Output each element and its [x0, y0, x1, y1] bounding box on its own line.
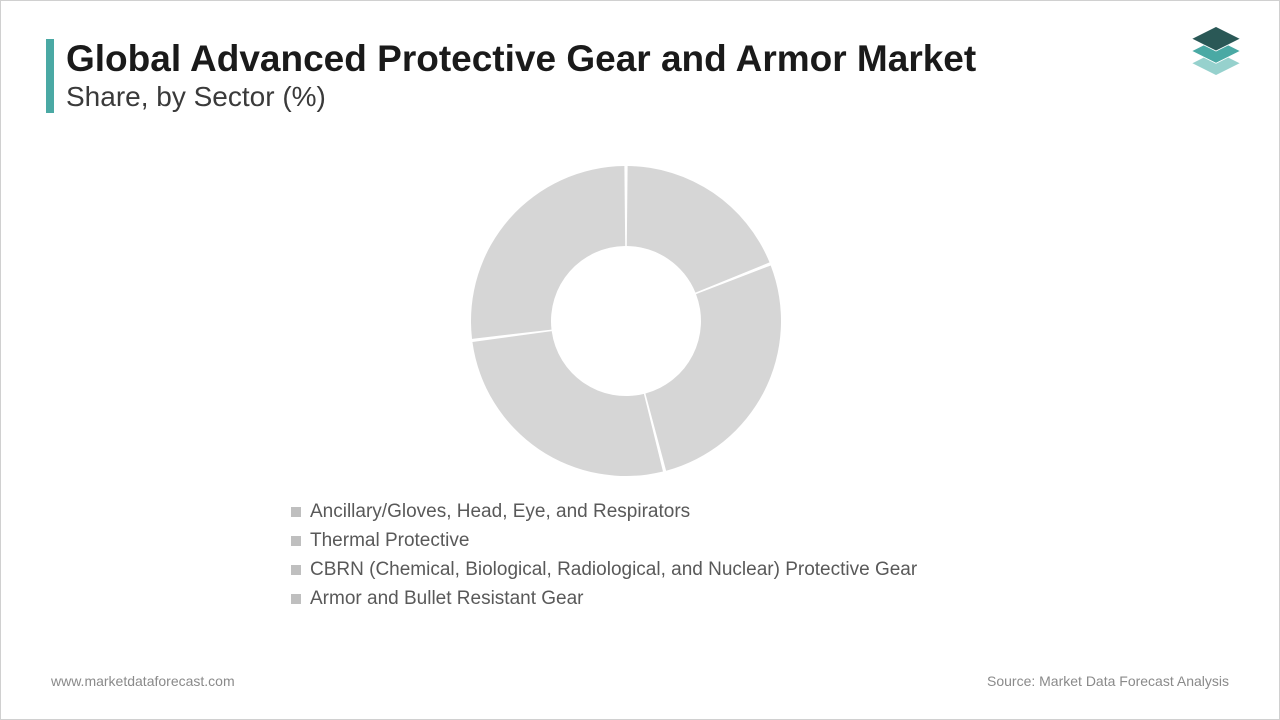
page-title: Global Advanced Protective Gear and Armo…: [66, 39, 976, 80]
brand-logo-icon: [1181, 23, 1251, 93]
legend-swatch-icon: [291, 507, 301, 517]
donut-slice: [472, 331, 663, 476]
legend-label: CBRN (Chemical, Biological, Radiological…: [310, 559, 917, 581]
legend-item: CBRN (Chemical, Biological, Radiological…: [291, 559, 917, 581]
title-group: Global Advanced Protective Gear and Armo…: [66, 39, 976, 113]
report-slide: Global Advanced Protective Gear and Armo…: [0, 0, 1280, 720]
legend-item: Armor and Bullet Resistant Gear: [291, 588, 917, 610]
legend-label: Armor and Bullet Resistant Gear: [310, 588, 584, 610]
legend-item: Thermal Protective: [291, 530, 917, 552]
footer-source: Source: Market Data Forecast Analysis: [987, 673, 1229, 689]
legend-swatch-icon: [291, 565, 301, 575]
chart-legend: Ancillary/Gloves, Head, Eye, and Respira…: [291, 501, 917, 617]
header-block: Global Advanced Protective Gear and Armo…: [46, 39, 976, 113]
legend-swatch-icon: [291, 594, 301, 604]
donut-slice: [627, 166, 770, 293]
legend-label: Ancillary/Gloves, Head, Eye, and Respira…: [310, 501, 690, 523]
legend-swatch-icon: [291, 536, 301, 546]
page-subtitle: Share, by Sector (%): [66, 80, 976, 114]
donut-slice: [645, 265, 781, 470]
legend-label: Thermal Protective: [310, 530, 469, 552]
footer-website: www.marketdataforecast.com: [51, 673, 235, 689]
donut-chart: [461, 156, 791, 486]
legend-item: Ancillary/Gloves, Head, Eye, and Respira…: [291, 501, 917, 523]
accent-bar: [46, 39, 54, 113]
donut-slice: [471, 166, 625, 339]
